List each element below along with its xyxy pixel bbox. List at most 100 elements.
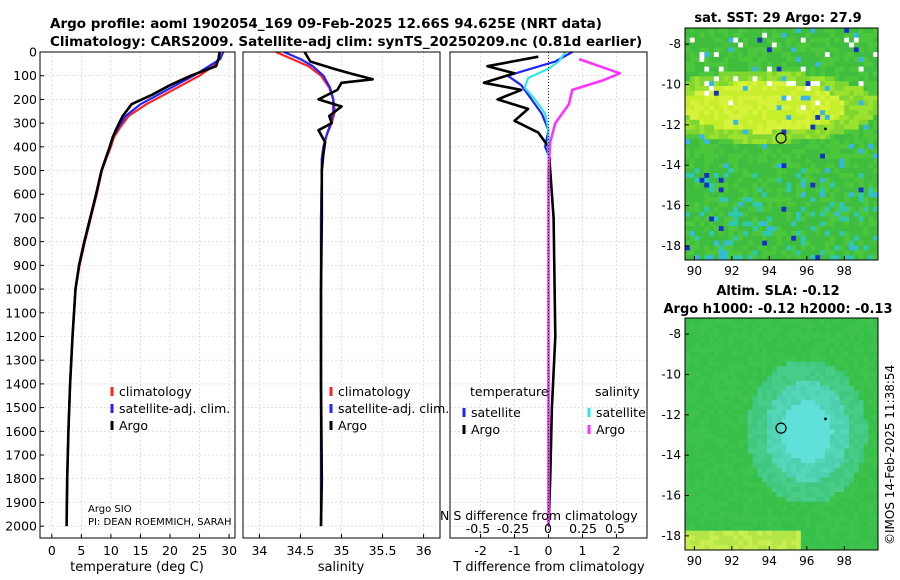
map-cell (685, 385, 691, 391)
map-cell (791, 371, 797, 377)
map-cell (795, 187, 802, 193)
map-cell (834, 496, 840, 503)
map-cell (718, 240, 724, 246)
map-cell (733, 119, 739, 126)
map-cell (771, 530, 778, 536)
map-cell (810, 76, 816, 82)
map-cell (694, 134, 700, 140)
lat-tick-label: -12 (661, 118, 681, 132)
map-cell (791, 231, 797, 237)
map-cell (694, 482, 700, 488)
map-cell (853, 197, 860, 203)
map-cell (694, 250, 700, 256)
map-cell (868, 163, 874, 169)
map-cell (858, 337, 864, 343)
map-cell (771, 467, 778, 474)
map-cell (757, 129, 763, 135)
map-cell (699, 506, 705, 512)
map-cell (829, 482, 835, 488)
map-cell (781, 28, 787, 34)
map-cell (713, 177, 720, 184)
map-cell (858, 206, 864, 213)
map-cell (868, 463, 874, 469)
map-cell (718, 535, 724, 541)
map-cell (863, 197, 869, 203)
map-cell (868, 540, 874, 546)
map-cell (873, 119, 879, 126)
map-cell (791, 206, 797, 213)
map-cell (863, 110, 869, 116)
map-cell (771, 119, 778, 126)
map-cell (853, 366, 860, 372)
map-cell (800, 467, 807, 474)
map-cell (738, 496, 744, 503)
map-cell (839, 429, 845, 435)
map-cell (694, 42, 700, 48)
map-cell (771, 211, 778, 217)
map-cell (858, 351, 864, 358)
map-cell (791, 318, 797, 324)
map-cell (820, 501, 826, 507)
map-cell (762, 226, 768, 232)
map-cell (824, 139, 831, 145)
map-cell (689, 100, 696, 106)
map-cell (795, 429, 802, 435)
map-cell (776, 115, 782, 121)
map-cell (689, 47, 696, 53)
map-cell (685, 492, 691, 498)
map-cell (704, 366, 710, 372)
map-cell (704, 100, 710, 106)
map-cell (694, 501, 700, 507)
map-cell (738, 47, 744, 53)
map-cell (800, 52, 807, 58)
map-cell (685, 535, 691, 541)
map-cell (713, 192, 720, 198)
map-cell (781, 506, 787, 512)
map-cell (767, 400, 773, 406)
map-cell (844, 32, 850, 39)
map-cell (776, 32, 782, 39)
map-cell (767, 342, 773, 348)
map-cell (844, 516, 850, 522)
map-cell (800, 158, 807, 164)
map-cell (824, 405, 831, 411)
map-cell (776, 28, 782, 34)
map-cell (762, 332, 768, 338)
map-cell (713, 530, 720, 536)
map-cell (718, 366, 724, 372)
map-cell (820, 90, 826, 97)
map-cell (699, 434, 705, 440)
map-cell (762, 322, 768, 329)
map-cell (786, 81, 792, 87)
map-cell (771, 32, 778, 39)
map-cell (849, 61, 855, 68)
map-cell (853, 521, 860, 527)
map-cell (810, 400, 816, 406)
map-cell (747, 86, 753, 92)
map-cell (728, 235, 734, 242)
map-cell (742, 487, 749, 493)
map-cell (849, 139, 855, 145)
map-cell (752, 376, 758, 382)
map-cell (781, 472, 787, 478)
map-cell (873, 134, 879, 140)
map-cell (723, 66, 729, 72)
map-cell (810, 477, 816, 483)
legend-label: climatology (119, 384, 192, 399)
map-cell (742, 496, 749, 503)
map-cell (723, 139, 729, 145)
map-cell (839, 337, 845, 343)
map-cell (718, 463, 724, 469)
map-cell (815, 530, 821, 536)
map-cell (863, 216, 869, 222)
map-cell (757, 540, 763, 546)
map-cell (853, 535, 860, 541)
map-cell (791, 28, 797, 34)
map-cell (685, 32, 691, 39)
map-cell (718, 197, 724, 203)
map-cell (868, 57, 874, 63)
y-tick-label: 1100 (5, 305, 37, 320)
map-cell (685, 158, 691, 164)
map-cell (791, 100, 797, 106)
map-cell (858, 409, 864, 416)
